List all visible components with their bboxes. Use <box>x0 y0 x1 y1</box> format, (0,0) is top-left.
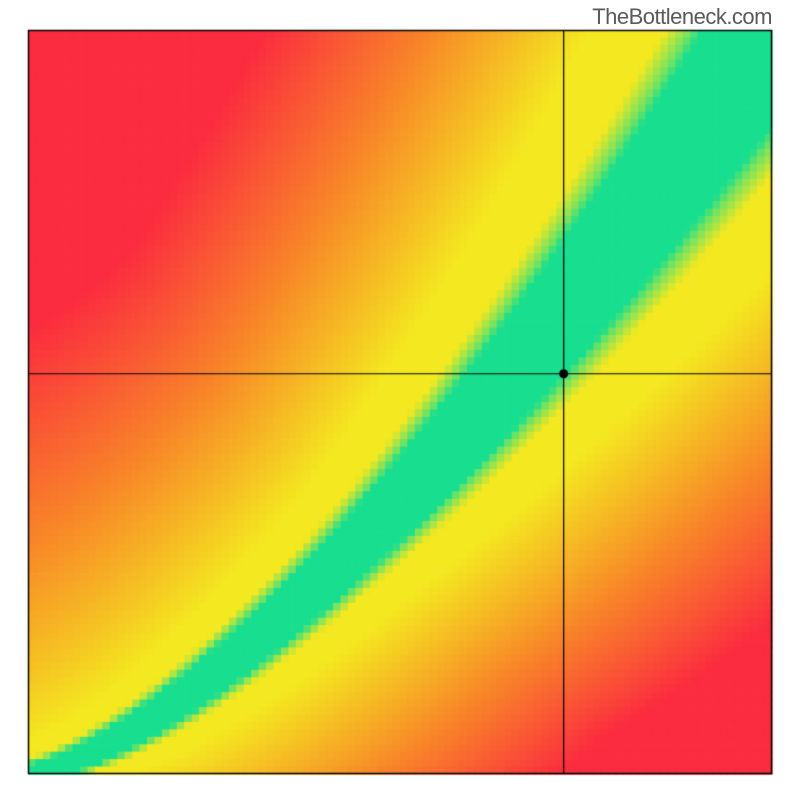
bottleneck-heatmap <box>0 0 800 800</box>
